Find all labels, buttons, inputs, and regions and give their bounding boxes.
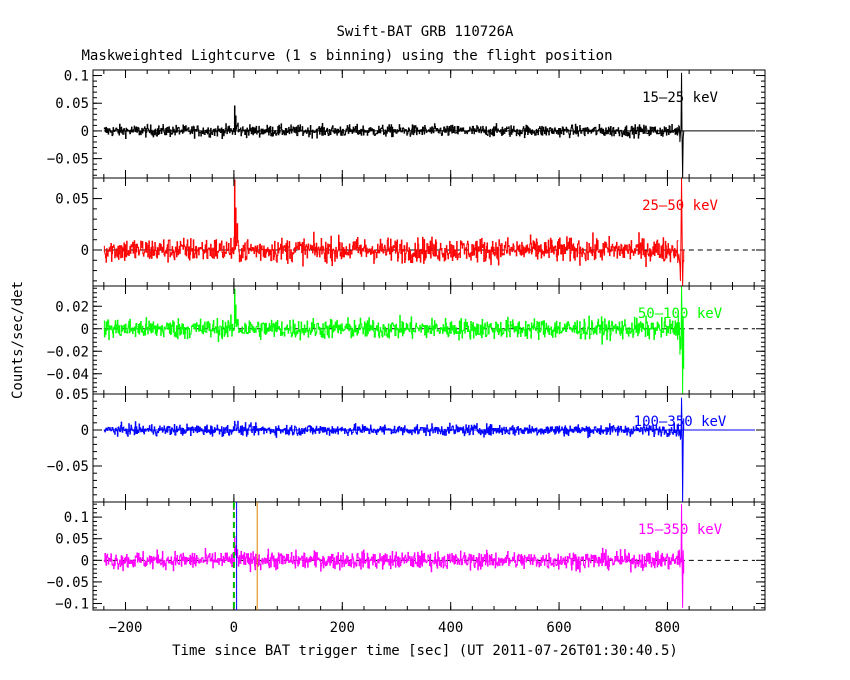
y-tick-label: 0 (81, 322, 89, 338)
y-tick-label: −0.05 (47, 152, 89, 168)
y-tick-label: 0 (81, 423, 89, 439)
chart-title: Swift-BAT GRB 110726A (336, 24, 514, 40)
x-tick-label: 200 (330, 620, 355, 636)
panel-2: 0.05 0 25–50 keV (55, 177, 766, 287)
y-tick-label: 0 (81, 243, 89, 259)
x-axis-label: Time since BAT trigger time [sec] (UT 20… (172, 643, 678, 659)
series-line-50-100-kev (103, 285, 685, 395)
series-line-15-350-kev (103, 504, 685, 608)
y-tick-label: −0.02 (47, 344, 89, 360)
y-tick-label: 0.05 (55, 532, 89, 548)
panel-frame (92, 501, 766, 611)
chart-subtitle: Maskweighted Lightcurve (1 s binning) us… (81, 48, 612, 64)
y-tick-label: 0 (81, 553, 89, 569)
panel-frame (92, 69, 766, 179)
band-label: 100–350 keV (634, 414, 727, 430)
y-tick-label: −0.05 (47, 459, 89, 475)
panel-1: 0.1 0.05 0 −0.05 15–25 keV (47, 69, 766, 179)
panel-frame (92, 393, 766, 503)
x-tick-label: 600 (546, 620, 571, 636)
series-line-15-25-kev (103, 72, 685, 179)
band-label: 15–350 keV (638, 522, 723, 538)
y-tick-label: 0.05 (55, 96, 89, 112)
y-tick-label: 0.05 (55, 387, 89, 403)
panel-4: 0.05 0 −0.05 100–350 keV (47, 387, 766, 503)
band-label: 15–25 keV (642, 90, 718, 106)
panel-frame (92, 285, 766, 395)
x-tick-label: 800 (655, 620, 680, 636)
x-tick-label: −200 (109, 620, 143, 636)
y-tick-label: 0 (81, 124, 89, 140)
y-tick-label: −0.05 (47, 575, 89, 591)
series-line-25-50-kev (103, 177, 685, 287)
y-tick-label: −0.1 (55, 597, 89, 613)
y-tick-label: −0.04 (47, 367, 89, 383)
y-axis-label: Counts/sec/det (10, 281, 26, 399)
panel-frame (92, 177, 766, 287)
y-tick-label: 0.02 (55, 299, 89, 315)
x-tick-label: 400 (438, 620, 463, 636)
band-label: 25–50 keV (642, 198, 718, 214)
panel-3: 0.02 0 −0.02 −0.04 50–100 keV (47, 285, 766, 395)
y-tick-label: 0.1 (64, 69, 89, 85)
band-label: 50–100 keV (638, 306, 723, 322)
series-line-100-350-kev (103, 397, 685, 503)
panel-5: 0.1 0.05 0 −0.05 −0.1 15–350 keV (47, 501, 766, 613)
y-tick-label: 0.05 (55, 192, 89, 208)
x-tick-label: 0 (230, 620, 238, 636)
y-tick-label: 0.1 (64, 510, 89, 526)
